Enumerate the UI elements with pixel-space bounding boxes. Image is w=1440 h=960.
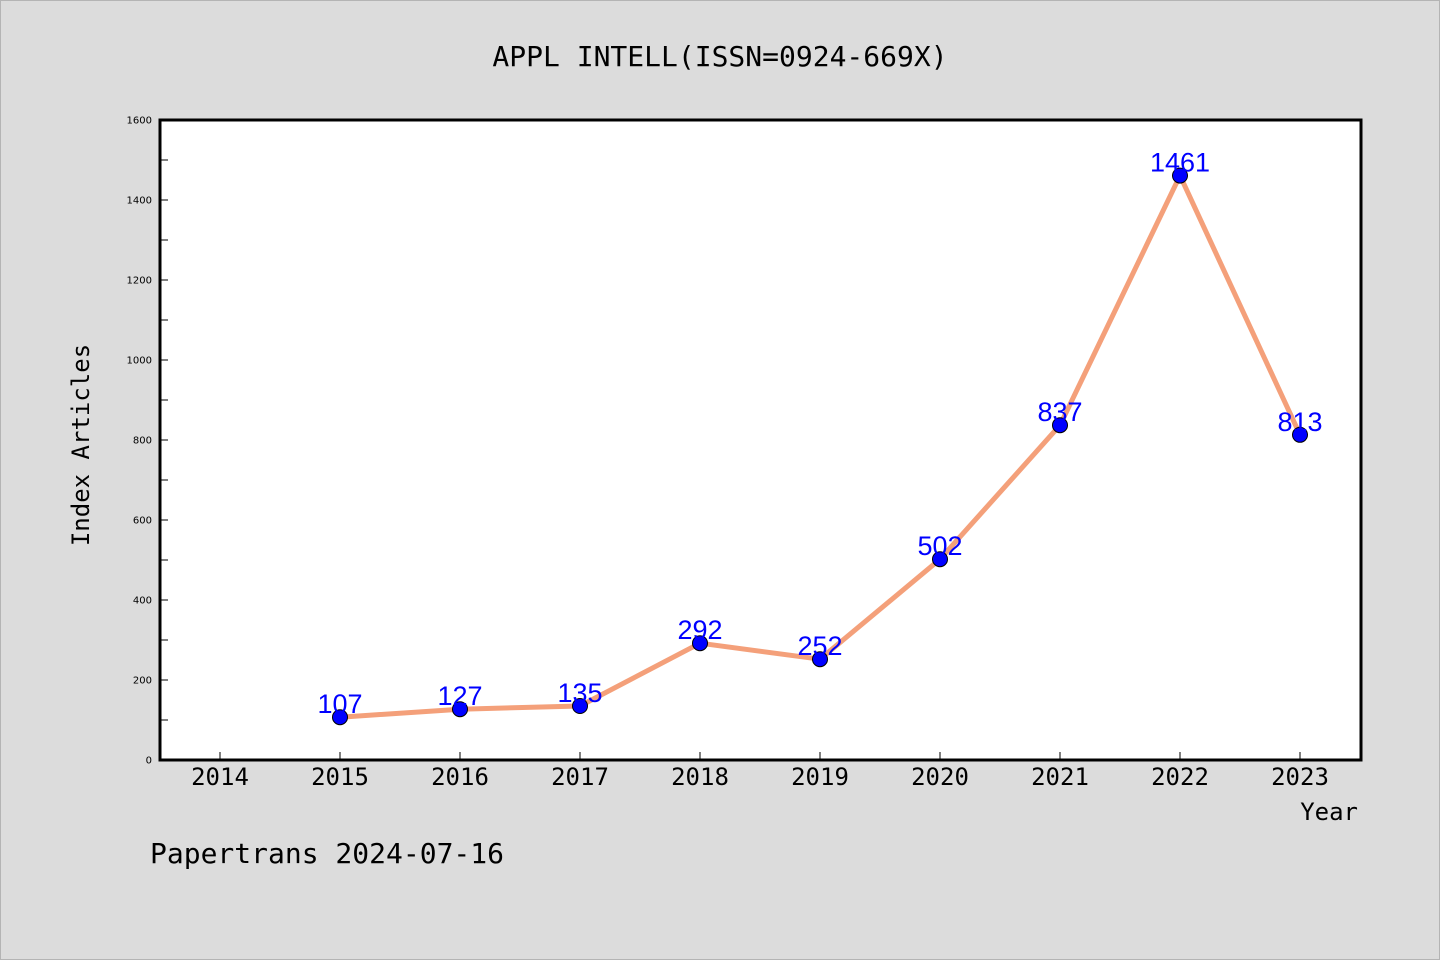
y-axis-label: Index Articles bbox=[67, 344, 95, 546]
x-axis-label: Year bbox=[1300, 798, 1358, 826]
y-tick-label: 800 bbox=[133, 436, 152, 447]
data-point bbox=[1052, 417, 1068, 434]
x-tick-label: 2016 bbox=[431, 763, 489, 791]
x-tick-label: 2019 bbox=[791, 763, 849, 791]
x-tick-label: 2014 bbox=[191, 763, 249, 791]
chart-title: APPL INTELL(ISSN=0924-669X) bbox=[492, 40, 947, 73]
footer-text: Papertrans 2024-07-16 bbox=[150, 837, 504, 870]
data-point bbox=[572, 698, 588, 714]
data-point bbox=[452, 701, 468, 718]
plot-area bbox=[158, 118, 1363, 762]
x-axis: 2014 2015 2016 2017 2018 2019 2020 2021 2022 2023 bbox=[191, 752, 1329, 791]
data-markers bbox=[332, 167, 1308, 726]
x-tick-label: 2023 bbox=[1271, 763, 1329, 791]
data-label: 252 bbox=[797, 631, 842, 661]
data-label: 1461 bbox=[1150, 148, 1210, 178]
y-tick-label: 1600 bbox=[127, 116, 152, 127]
y-tick-label: 1400 bbox=[127, 196, 152, 207]
y-tick-label: 200 bbox=[133, 676, 152, 687]
y-tick-label: 0 bbox=[146, 756, 152, 767]
data-label: 502 bbox=[917, 531, 962, 561]
x-tick-label: 2022 bbox=[1151, 763, 1209, 791]
y-tick-label: 1000 bbox=[127, 356, 152, 367]
data-label: 135 bbox=[557, 678, 602, 708]
x-tick-label: 2017 bbox=[551, 763, 609, 791]
data-label: 813 bbox=[1277, 407, 1322, 437]
x-tick-label: 2020 bbox=[911, 763, 969, 791]
y-tick-label: 400 bbox=[133, 596, 152, 607]
data-point bbox=[332, 709, 348, 726]
data-label: 837 bbox=[1037, 397, 1082, 427]
y-tick-label: 600 bbox=[133, 516, 152, 527]
data-label: 292 bbox=[677, 615, 722, 645]
data-point bbox=[1292, 426, 1308, 443]
x-tick-label: 2021 bbox=[1031, 763, 1089, 791]
data-point bbox=[1172, 167, 1188, 184]
x-tick-label: 2018 bbox=[671, 763, 729, 791]
y-tick-label: 1200 bbox=[127, 276, 152, 287]
data-label: 127 bbox=[437, 681, 482, 711]
data-label: 107 bbox=[317, 689, 362, 719]
data-point bbox=[932, 551, 948, 568]
x-tick-label: 2015 bbox=[311, 763, 369, 791]
data-labels: 107 127 135 292 252 502 837 1461 813 bbox=[317, 148, 1322, 720]
y-axis: 0 200 400 600 800 1000 1200 1400 1600 bbox=[127, 116, 168, 767]
data-point bbox=[812, 651, 828, 668]
data-point bbox=[692, 635, 708, 652]
